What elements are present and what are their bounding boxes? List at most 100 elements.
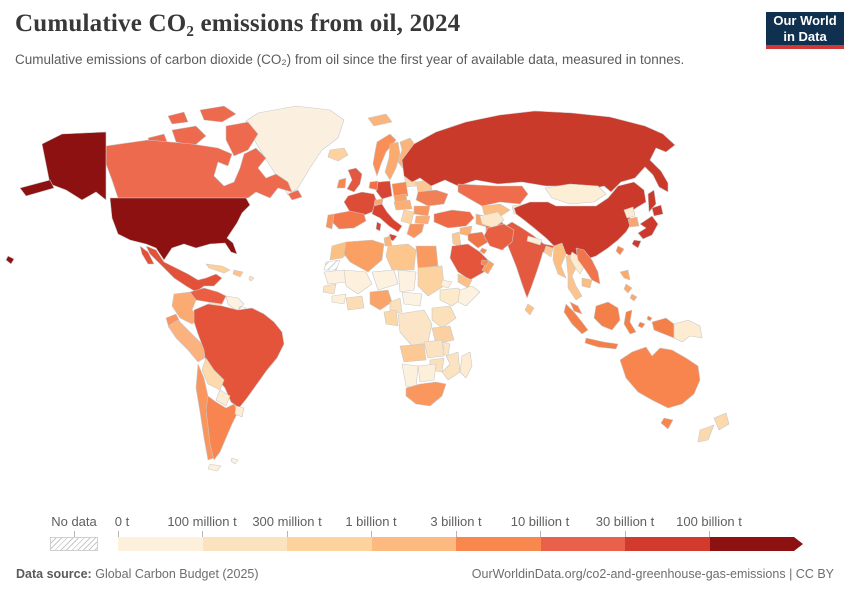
country-brazil[interactable] [193,303,285,409]
country-poland[interactable] [391,181,409,198]
country-israel-jordan[interactable] [451,231,462,247]
country-usa-alaska[interactable] [41,131,107,201]
country-western-sahara[interactable] [323,259,341,271]
country-russia[interactable] [401,110,676,193]
country-caribbean[interactable] [248,275,255,282]
country-sri-lanka[interactable] [524,303,535,316]
country-portugal[interactable] [325,213,335,230]
country-zambia[interactable] [423,339,445,359]
country-svalbard[interactable] [367,113,393,127]
country-argentina[interactable] [205,395,239,461]
country-australia[interactable] [619,346,701,409]
country-russia-sakhalin[interactable] [647,189,657,213]
country-indonesia-moluccas[interactable] [637,321,646,329]
country-uk[interactable] [346,167,363,193]
legend-no-data-swatch[interactable] [50,537,98,551]
country-niger[interactable] [371,269,399,291]
legend-bin-1[interactable] [202,537,287,551]
country-canada-island-baffin[interactable] [225,121,259,157]
country-guinea[interactable] [331,293,347,305]
country-indonesia-borneo[interactable] [593,301,621,331]
country-paraguay[interactable] [215,389,231,407]
country-usa-hawaii[interactable] [5,255,15,265]
country-falklands[interactable] [230,457,239,465]
country-benelux[interactable] [368,180,379,191]
country-oman[interactable] [481,259,495,275]
country-bulgaria[interactable] [414,215,431,225]
country-bangladesh[interactable] [543,245,554,258]
country-eritrea[interactable] [440,279,453,289]
country-hispaniola[interactable] [232,269,244,278]
country-central-african-republic[interactable] [401,291,423,307]
legend-bin-7[interactable] [709,537,794,551]
country-canada-island-north[interactable] [167,111,189,125]
country-usa[interactable] [109,197,251,261]
country-south-africa[interactable] [405,381,447,407]
country-japan-hokkaido[interactable] [651,204,664,217]
country-tierra-del-fuego[interactable] [207,463,222,472]
country-canada-island-victoria[interactable] [171,125,207,147]
country-drc[interactable] [397,309,433,347]
country-north-korea[interactable] [623,206,636,219]
country-egypt[interactable] [415,245,439,269]
country-greece[interactable] [406,223,425,239]
country-canada-newfoundland[interactable] [287,189,303,201]
country-spain[interactable] [330,210,367,230]
country-romania[interactable] [413,205,431,217]
country-angola[interactable] [399,343,427,363]
country-austria-hungary[interactable] [393,199,413,211]
country-germany[interactable] [375,180,393,200]
country-madagascar[interactable] [459,351,473,379]
country-mexico[interactable] [145,245,223,293]
country-turkey[interactable] [433,209,475,229]
country-usa-aleutians[interactable] [19,179,55,197]
country-philippines-luzon[interactable] [619,269,631,281]
country-cuba[interactable] [205,263,231,274]
footer-link[interactable]: OurWorldinData.org/co2-and-greenhouse-ga… [471,567,786,581]
country-senegal[interactable] [322,283,337,295]
country-taiwan[interactable] [615,245,625,256]
country-philippines-visayas[interactable] [623,283,633,294]
legend-bin-0[interactable] [118,537,203,551]
country-iran[interactable] [483,223,515,251]
country-uganda-kenya[interactable] [431,305,457,329]
country-indonesia-west-papua[interactable] [651,317,675,339]
country-indonesia-java[interactable] [584,337,619,350]
country-uae[interactable] [480,259,490,267]
country-ukraine[interactable] [415,189,449,207]
country-south-korea[interactable] [627,216,640,228]
country-algeria[interactable] [343,239,385,273]
country-botswana[interactable] [417,363,437,383]
country-afghanistan[interactable] [479,211,505,229]
country-nigeria[interactable] [369,289,393,311]
country-iceland[interactable] [327,147,349,162]
legend-bin-5[interactable] [540,537,625,551]
country-france[interactable] [343,191,378,217]
country-ivory-ghana[interactable] [345,295,365,311]
country-uruguay[interactable] [234,405,245,418]
country-canada[interactable] [105,139,293,199]
legend-bin-3[interactable] [371,537,456,551]
country-kuwait[interactable] [479,247,488,255]
country-gabon-congo[interactable] [383,309,399,327]
country-papua-new-guinea[interactable] [673,319,703,343]
country-tanzania[interactable] [431,325,455,345]
country-sweden[interactable] [384,141,401,181]
country-venezuela[interactable] [189,287,227,305]
country-mozambique[interactable] [441,351,461,381]
country-cambodia[interactable] [581,277,593,289]
country-nepal[interactable] [526,235,543,246]
country-iraq[interactable] [467,231,489,249]
country-canada-island-ellesmere[interactable] [199,105,237,123]
country-new-zealand-north[interactable] [713,412,730,431]
country-indonesia-sulawesi[interactable] [623,309,637,335]
country-india[interactable] [501,221,555,299]
owid-logo[interactable]: Our World in Data [766,12,844,49]
country-mexico-baja[interactable] [139,245,155,265]
country-cameroon[interactable] [389,297,403,315]
country-kazakhstan[interactable] [457,183,529,207]
country-indonesia-sumatra[interactable] [563,303,589,335]
country-sudan[interactable] [417,265,445,297]
country-balkans[interactable] [400,209,415,225]
country-mongolia[interactable] [544,183,607,205]
